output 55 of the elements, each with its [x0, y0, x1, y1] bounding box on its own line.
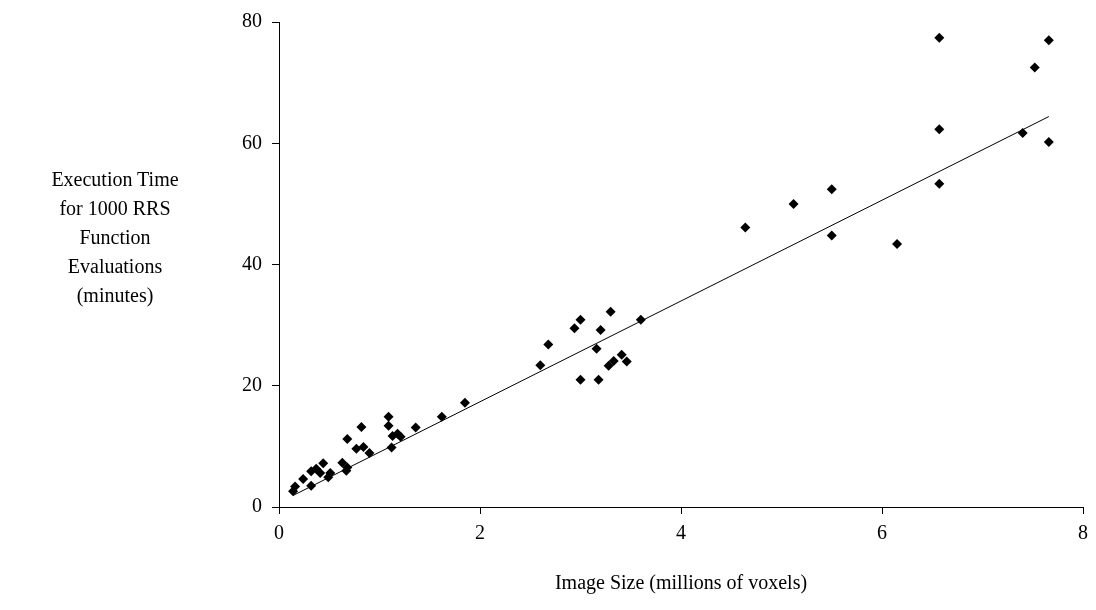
point — [459, 397, 470, 408]
point — [1017, 127, 1028, 138]
point — [575, 374, 586, 385]
point — [311, 463, 322, 474]
point — [306, 480, 317, 491]
x-axis-title: Image Size (millions of voxels) — [554, 571, 808, 595]
point — [383, 411, 394, 422]
point — [1043, 137, 1054, 148]
point — [740, 222, 751, 233]
point — [436, 411, 447, 422]
point — [635, 314, 646, 325]
point — [892, 238, 903, 249]
y-tick-label: 60 — [242, 130, 262, 153]
point — [595, 324, 606, 335]
point — [788, 198, 799, 209]
y-axis-title: Execution Time for 1000 RRS Function Evaluations (minutes) — [50, 167, 180, 309]
x-tick-label: 6 — [877, 521, 887, 544]
point — [934, 32, 945, 43]
point — [934, 124, 945, 135]
point — [386, 442, 397, 453]
point — [1043, 35, 1054, 46]
point — [603, 360, 614, 371]
point — [315, 468, 326, 479]
y-tick-label: 0 — [252, 494, 262, 517]
point — [410, 422, 421, 433]
point — [608, 355, 619, 366]
point — [826, 184, 837, 195]
x-tick-label: 8 — [1078, 521, 1088, 544]
point — [934, 178, 945, 189]
point — [616, 349, 627, 360]
point — [342, 434, 353, 445]
point — [1029, 62, 1040, 73]
point — [593, 374, 604, 385]
point — [605, 306, 616, 317]
point — [358, 441, 369, 452]
y-tick-label: 40 — [242, 251, 262, 274]
point — [569, 323, 580, 334]
y-tick-label: 80 — [242, 9, 262, 32]
point — [298, 474, 309, 485]
point — [826, 230, 837, 241]
point — [351, 443, 362, 454]
point — [364, 448, 375, 459]
point — [621, 356, 632, 367]
x-tick-label: 0 — [274, 521, 284, 544]
point — [383, 420, 394, 431]
point — [591, 343, 602, 354]
point — [318, 458, 329, 469]
y-tick-label: 20 — [242, 373, 262, 395]
point — [543, 339, 554, 350]
point — [575, 314, 586, 325]
x-tick-label: 2 — [475, 521, 485, 544]
point — [337, 457, 348, 468]
point — [356, 421, 367, 432]
point — [535, 360, 546, 371]
x-tick-label: 4 — [676, 521, 686, 544]
